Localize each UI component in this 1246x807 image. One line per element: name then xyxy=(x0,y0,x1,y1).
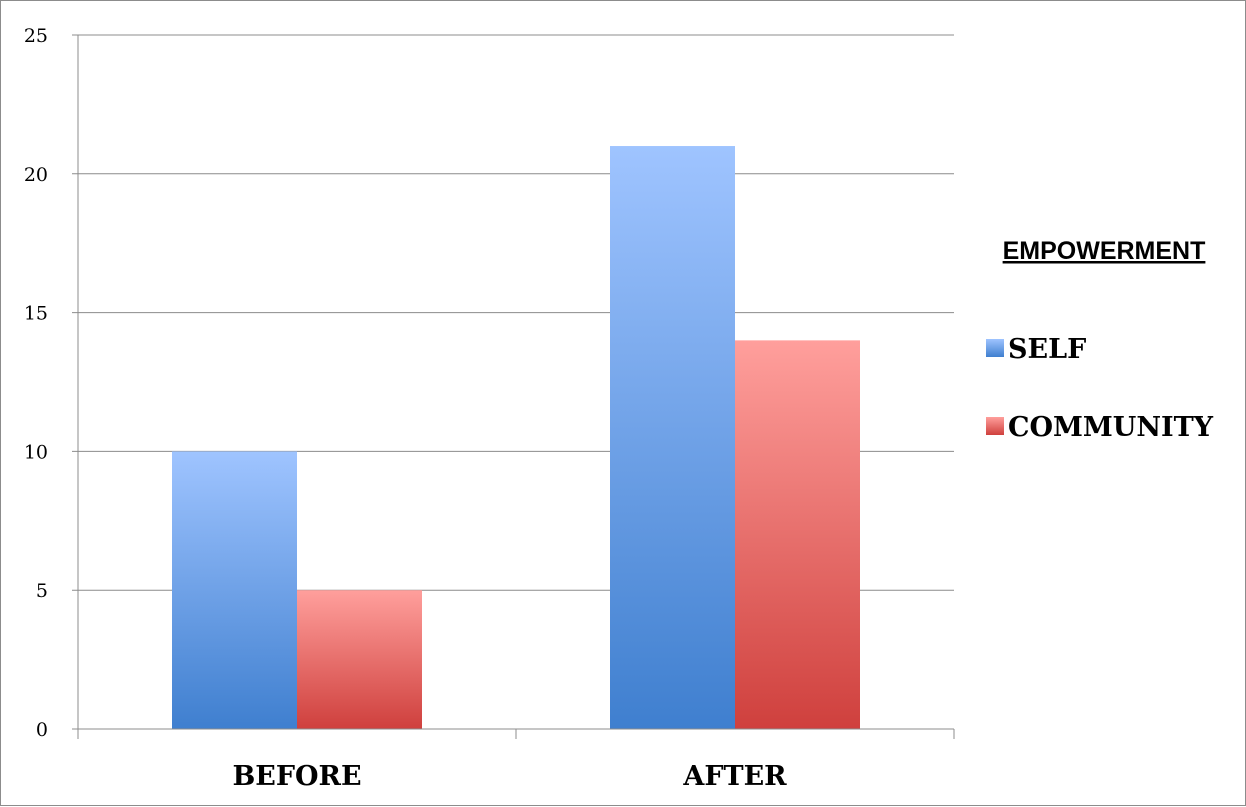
y-tick-label: 25 xyxy=(24,25,48,47)
bar-community-before xyxy=(297,590,422,729)
y-tick-label: 20 xyxy=(24,164,48,186)
category-labels: BEFORE AFTER xyxy=(232,761,787,792)
bar-self-after xyxy=(610,146,735,730)
y-tick-label: 10 xyxy=(24,441,48,463)
category-label: AFTER xyxy=(682,761,787,792)
legend-swatch-community xyxy=(986,417,1004,435)
axes xyxy=(77,35,955,739)
bars xyxy=(172,146,860,730)
y-tick-label: 5 xyxy=(36,580,48,602)
legend-title: EMPOWERMENT xyxy=(1003,237,1206,265)
legend: EMPOWERMENT SELF COMMUNITY xyxy=(986,237,1214,443)
category-label: BEFORE xyxy=(232,761,361,792)
legend-label-self: SELF xyxy=(1008,334,1086,365)
y-tick-label: 0 xyxy=(36,719,48,741)
legend-swatch-self xyxy=(986,339,1004,357)
bar-self-before xyxy=(172,451,297,729)
bar-community-after xyxy=(735,340,860,729)
legend-label-community: COMMUNITY xyxy=(1008,412,1214,443)
y-tick-label: 15 xyxy=(24,303,48,325)
y-tick-labels: 0 5 10 15 20 25 xyxy=(24,25,48,741)
